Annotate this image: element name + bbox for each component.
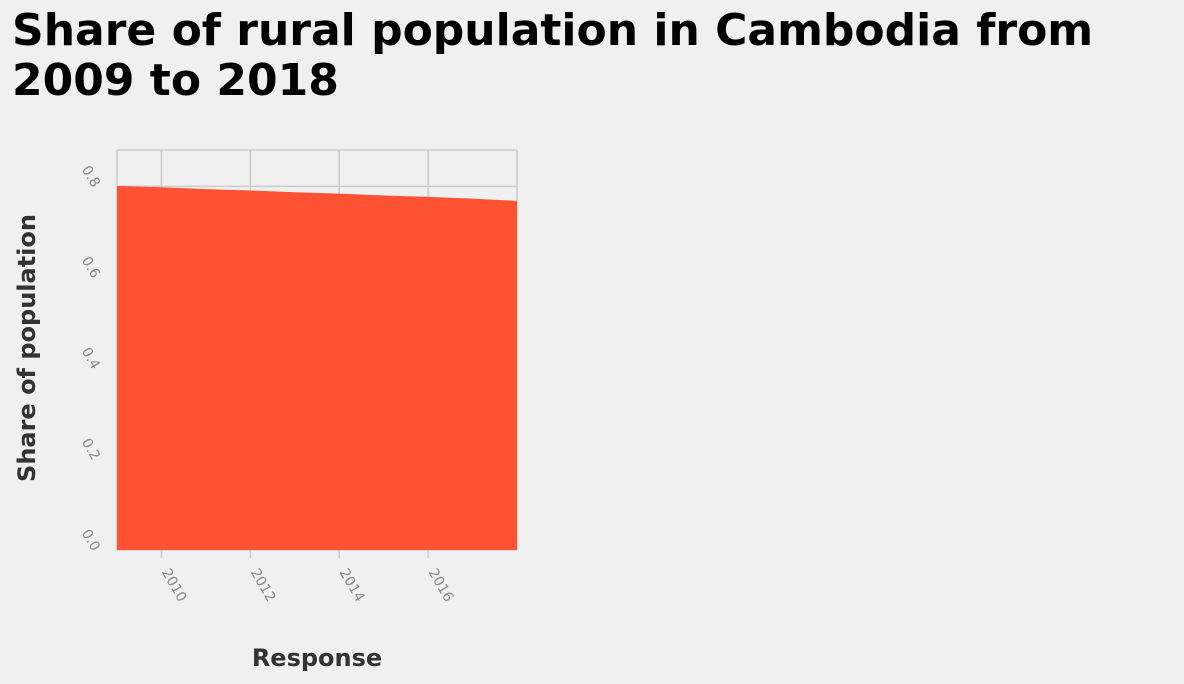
x-tick-label: 2010: [158, 566, 190, 605]
y-tick-label: 0.8: [78, 163, 103, 190]
x-tick-label: 2012: [247, 566, 279, 605]
x-axis-ticks: 2010 2012 2014 2016: [158, 566, 456, 605]
y-tick-label: 0.0: [78, 527, 103, 554]
y-tick-label: 0.2: [78, 436, 103, 463]
x-tick-label: 2016: [425, 566, 457, 605]
y-axis-title: Share of population: [13, 214, 41, 482]
chart-title: Share of rural population in Cambodia fr…: [12, 5, 1094, 106]
y-tick-label: 0.4: [78, 345, 103, 372]
y-axis-ticks: 0.0 0.2 0.4 0.6 0.8: [78, 163, 103, 554]
x-tick-label: 2014: [336, 566, 368, 605]
x-axis-title: Response: [252, 644, 382, 672]
y-tick-label: 0.6: [78, 254, 103, 281]
area-series-rural-share: [117, 185, 517, 550]
